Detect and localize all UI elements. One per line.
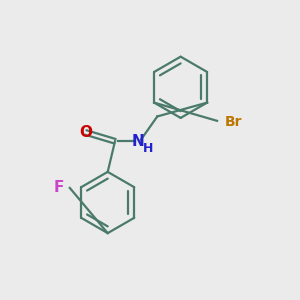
- Text: F: F: [54, 180, 64, 195]
- Text: Br: Br: [224, 115, 242, 129]
- Text: O: O: [79, 125, 92, 140]
- Text: H: H: [143, 142, 154, 155]
- Text: N: N: [132, 134, 145, 149]
